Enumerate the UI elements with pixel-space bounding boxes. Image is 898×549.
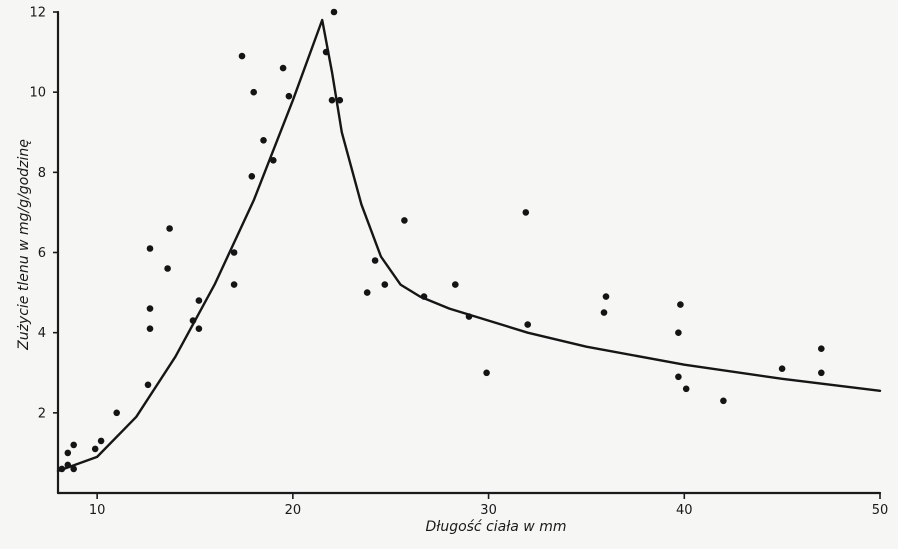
- x-axis-title: Długość ciała w mm: [426, 519, 567, 535]
- axes: [56, 10, 882, 495]
- data-point: [166, 225, 173, 232]
- y-tick-label: 2: [38, 406, 46, 421]
- y-tick-label: 10: [29, 86, 46, 101]
- data-point: [452, 281, 459, 288]
- data-point: [602, 293, 610, 300]
- data-point: [381, 281, 389, 288]
- data-point: [279, 64, 287, 72]
- x-tick-label: 50: [872, 503, 889, 518]
- x-tick-label: 10: [89, 503, 106, 518]
- data-point: [401, 217, 408, 224]
- data-point: [524, 321, 531, 328]
- data-point: [330, 8, 338, 16]
- x-tick-label: 40: [676, 503, 693, 518]
- y-axis-title: Zużycie tlenu w mg/g/godzinę: [16, 139, 32, 351]
- data-point: [248, 173, 256, 180]
- data-point: [238, 52, 246, 60]
- data-point: [677, 301, 684, 308]
- data-point: [328, 96, 336, 104]
- y-ticks: 2 4 6 8 10 12: [29, 6, 58, 421]
- data-point: [675, 373, 682, 381]
- data-point: [113, 409, 120, 417]
- data-point: [818, 345, 825, 353]
- y-tick-label: 4: [38, 326, 46, 341]
- data-point: [144, 381, 152, 389]
- data-point: [522, 209, 530, 216]
- data-point: [195, 297, 203, 304]
- data-point: [270, 157, 277, 164]
- data-point: [600, 309, 608, 316]
- data-point: [260, 137, 267, 144]
- data-point: [420, 293, 428, 300]
- data-point: [189, 317, 197, 324]
- data-point: [818, 369, 825, 377]
- data-point: [675, 329, 682, 337]
- data-point: [230, 281, 238, 288]
- data-point: [322, 48, 330, 56]
- data-point: [91, 445, 99, 453]
- data-point: [285, 92, 293, 100]
- data-point: [195, 325, 203, 333]
- x-ticks: 10 20 30 40 50: [89, 493, 888, 518]
- y-tick-label: 8: [38, 166, 46, 181]
- data-point: [70, 441, 77, 449]
- data-point: [720, 397, 727, 405]
- x-tick-label: 30: [480, 503, 497, 518]
- data-point: [336, 96, 344, 104]
- data-point: [778, 365, 786, 373]
- data-points: [58, 8, 825, 473]
- fitted-curve-line: [56, 18, 882, 473]
- data-point: [146, 325, 154, 333]
- x-tick-label: 20: [285, 503, 302, 518]
- data-point: [230, 249, 238, 256]
- data-point: [97, 437, 105, 445]
- data-point: [146, 245, 154, 252]
- data-point: [146, 305, 154, 312]
- data-point: [164, 265, 171, 272]
- data-point: [70, 465, 77, 473]
- data-point: [682, 385, 690, 393]
- data-point: [371, 257, 379, 264]
- data-point: [64, 461, 72, 469]
- data-point: [58, 465, 66, 473]
- data-point: [483, 369, 490, 377]
- data-point: [250, 88, 257, 96]
- data-point: [64, 449, 72, 457]
- y-tick-label: 6: [38, 246, 46, 261]
- y-tick-label: 12: [29, 6, 46, 21]
- data-point: [363, 289, 371, 296]
- data-point: [465, 313, 473, 320]
